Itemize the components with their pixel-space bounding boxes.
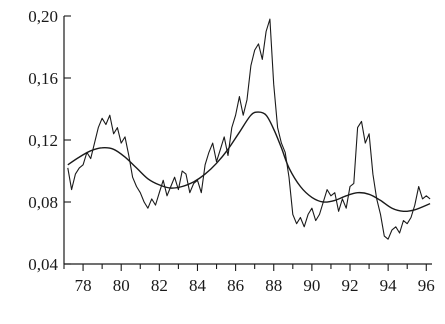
x-tick-label: 86 bbox=[227, 276, 244, 295]
x-tick-label: 96 bbox=[418, 276, 435, 295]
axes bbox=[63, 16, 432, 265]
y-tick-label: 0,12 bbox=[28, 131, 58, 150]
x-tick-label: 84 bbox=[189, 276, 207, 295]
y-axis-ticks: 0,04 0,08 0,12 0,16 0,20 bbox=[28, 7, 71, 274]
x-axis-ticks: 78 80 82 84 86 88 90 92 94 96 bbox=[63, 264, 435, 295]
y-tick-label: 0,08 bbox=[28, 193, 58, 212]
x-tick-label: 92 bbox=[342, 276, 359, 295]
y-tick-label: 0,04 bbox=[28, 255, 58, 274]
series-layer bbox=[67, 18, 431, 240]
series-line-smooth bbox=[67, 111, 431, 213]
x-tick-label: 88 bbox=[265, 276, 282, 295]
x-tick-label: 80 bbox=[113, 276, 130, 295]
y-tick-label: 0,20 bbox=[28, 7, 58, 26]
x-tick-label: 90 bbox=[303, 276, 320, 295]
y-tick-label: 0,16 bbox=[28, 69, 58, 88]
x-tick-label: 78 bbox=[75, 276, 92, 295]
x-tick-label: 94 bbox=[380, 276, 398, 295]
x-tick-label: 82 bbox=[151, 276, 168, 295]
series-line-raw bbox=[67, 18, 431, 240]
